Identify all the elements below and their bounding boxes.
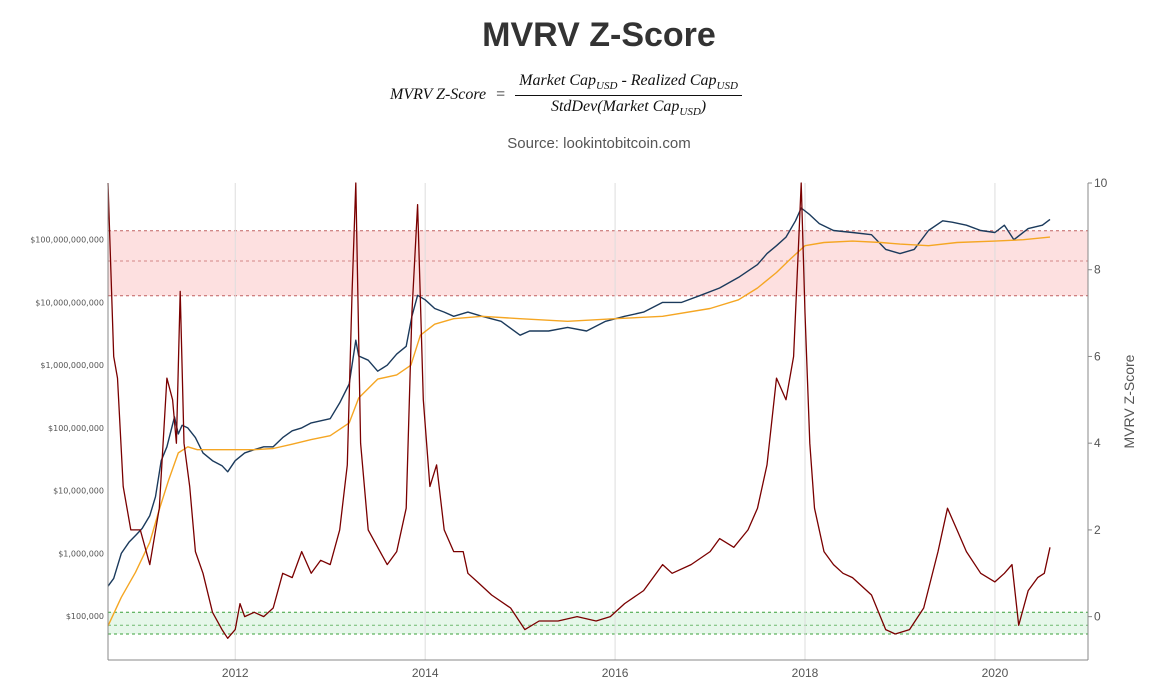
y-right-tick-label: 6	[1094, 349, 1101, 363]
mvrv-formula: MVRV Z-Score = Market CapUSD - Realized …	[390, 70, 742, 120]
y-left-tick-label: $1,000,000	[58, 549, 104, 558]
y-right-tick-label: 2	[1094, 523, 1101, 537]
x-tick-label: 2020	[982, 666, 1009, 680]
formula-fraction: Market CapUSD - Realized CapUSD StdDev(M…	[515, 72, 742, 118]
chart-title: MVRV Z-Score	[482, 16, 716, 54]
y-right-tick-label: 10	[1094, 176, 1108, 190]
series-line-2	[107, 182, 1051, 639]
chart-axes: 2012 2014 2016 2018 2020 $100,000 $1,000,000 $1…	[30, 176, 1137, 680]
y-left-tick-label: $10,000,000	[53, 487, 104, 496]
x-tick-label: 2014	[412, 666, 439, 680]
y-left-tick-label: $100,000,000	[48, 424, 104, 433]
formula-numerator: Market CapUSD - Realized CapUSD	[515, 72, 742, 96]
y-right-tick-label: 8	[1094, 263, 1101, 277]
y-left-tick-label: $100,000,000,000	[30, 236, 104, 245]
formula-den-sub: USD	[679, 105, 701, 118]
formula-equals: =	[496, 86, 506, 103]
y-right-tick-label: 4	[1094, 436, 1101, 450]
formula-num-a-sub: USD	[596, 80, 618, 93]
y-right-axis-title: MVRV Z-Score	[1121, 354, 1137, 448]
chart-series	[107, 182, 1051, 639]
series-line-1	[107, 236, 1051, 627]
series-line-0	[107, 207, 1051, 587]
formula-num-sep: -	[617, 72, 631, 90]
formula-num-b: Realized Cap	[630, 72, 717, 90]
y-right-tick-label: 0	[1094, 610, 1101, 624]
chart-source: Source: lookintobitcoin.com	[507, 135, 691, 152]
red-zone-band	[108, 230, 1088, 296]
x-tick-label: 2018	[792, 666, 819, 680]
formula-denominator: StdDev(Market CapUSD)	[547, 96, 710, 118]
formula-den-close: )	[700, 97, 707, 115]
y-left-tick-label: $1,000,000,000	[40, 361, 104, 370]
formula-den: StdDev(Market Cap	[550, 97, 680, 115]
formula-num-b-sub: USD	[716, 80, 738, 93]
y-left-tick-label: $10,000,000,000	[35, 298, 104, 307]
formula-lhs: MVRV Z-Score	[390, 86, 487, 103]
x-tick-label: 2016	[602, 666, 629, 680]
y-left-tick-label: $100,000	[66, 612, 104, 621]
zone-bands	[108, 230, 1088, 635]
formula-num-a: Market Cap	[519, 72, 597, 90]
x-tick-label: 2012	[222, 666, 249, 680]
green-zone-band	[108, 612, 1088, 634]
